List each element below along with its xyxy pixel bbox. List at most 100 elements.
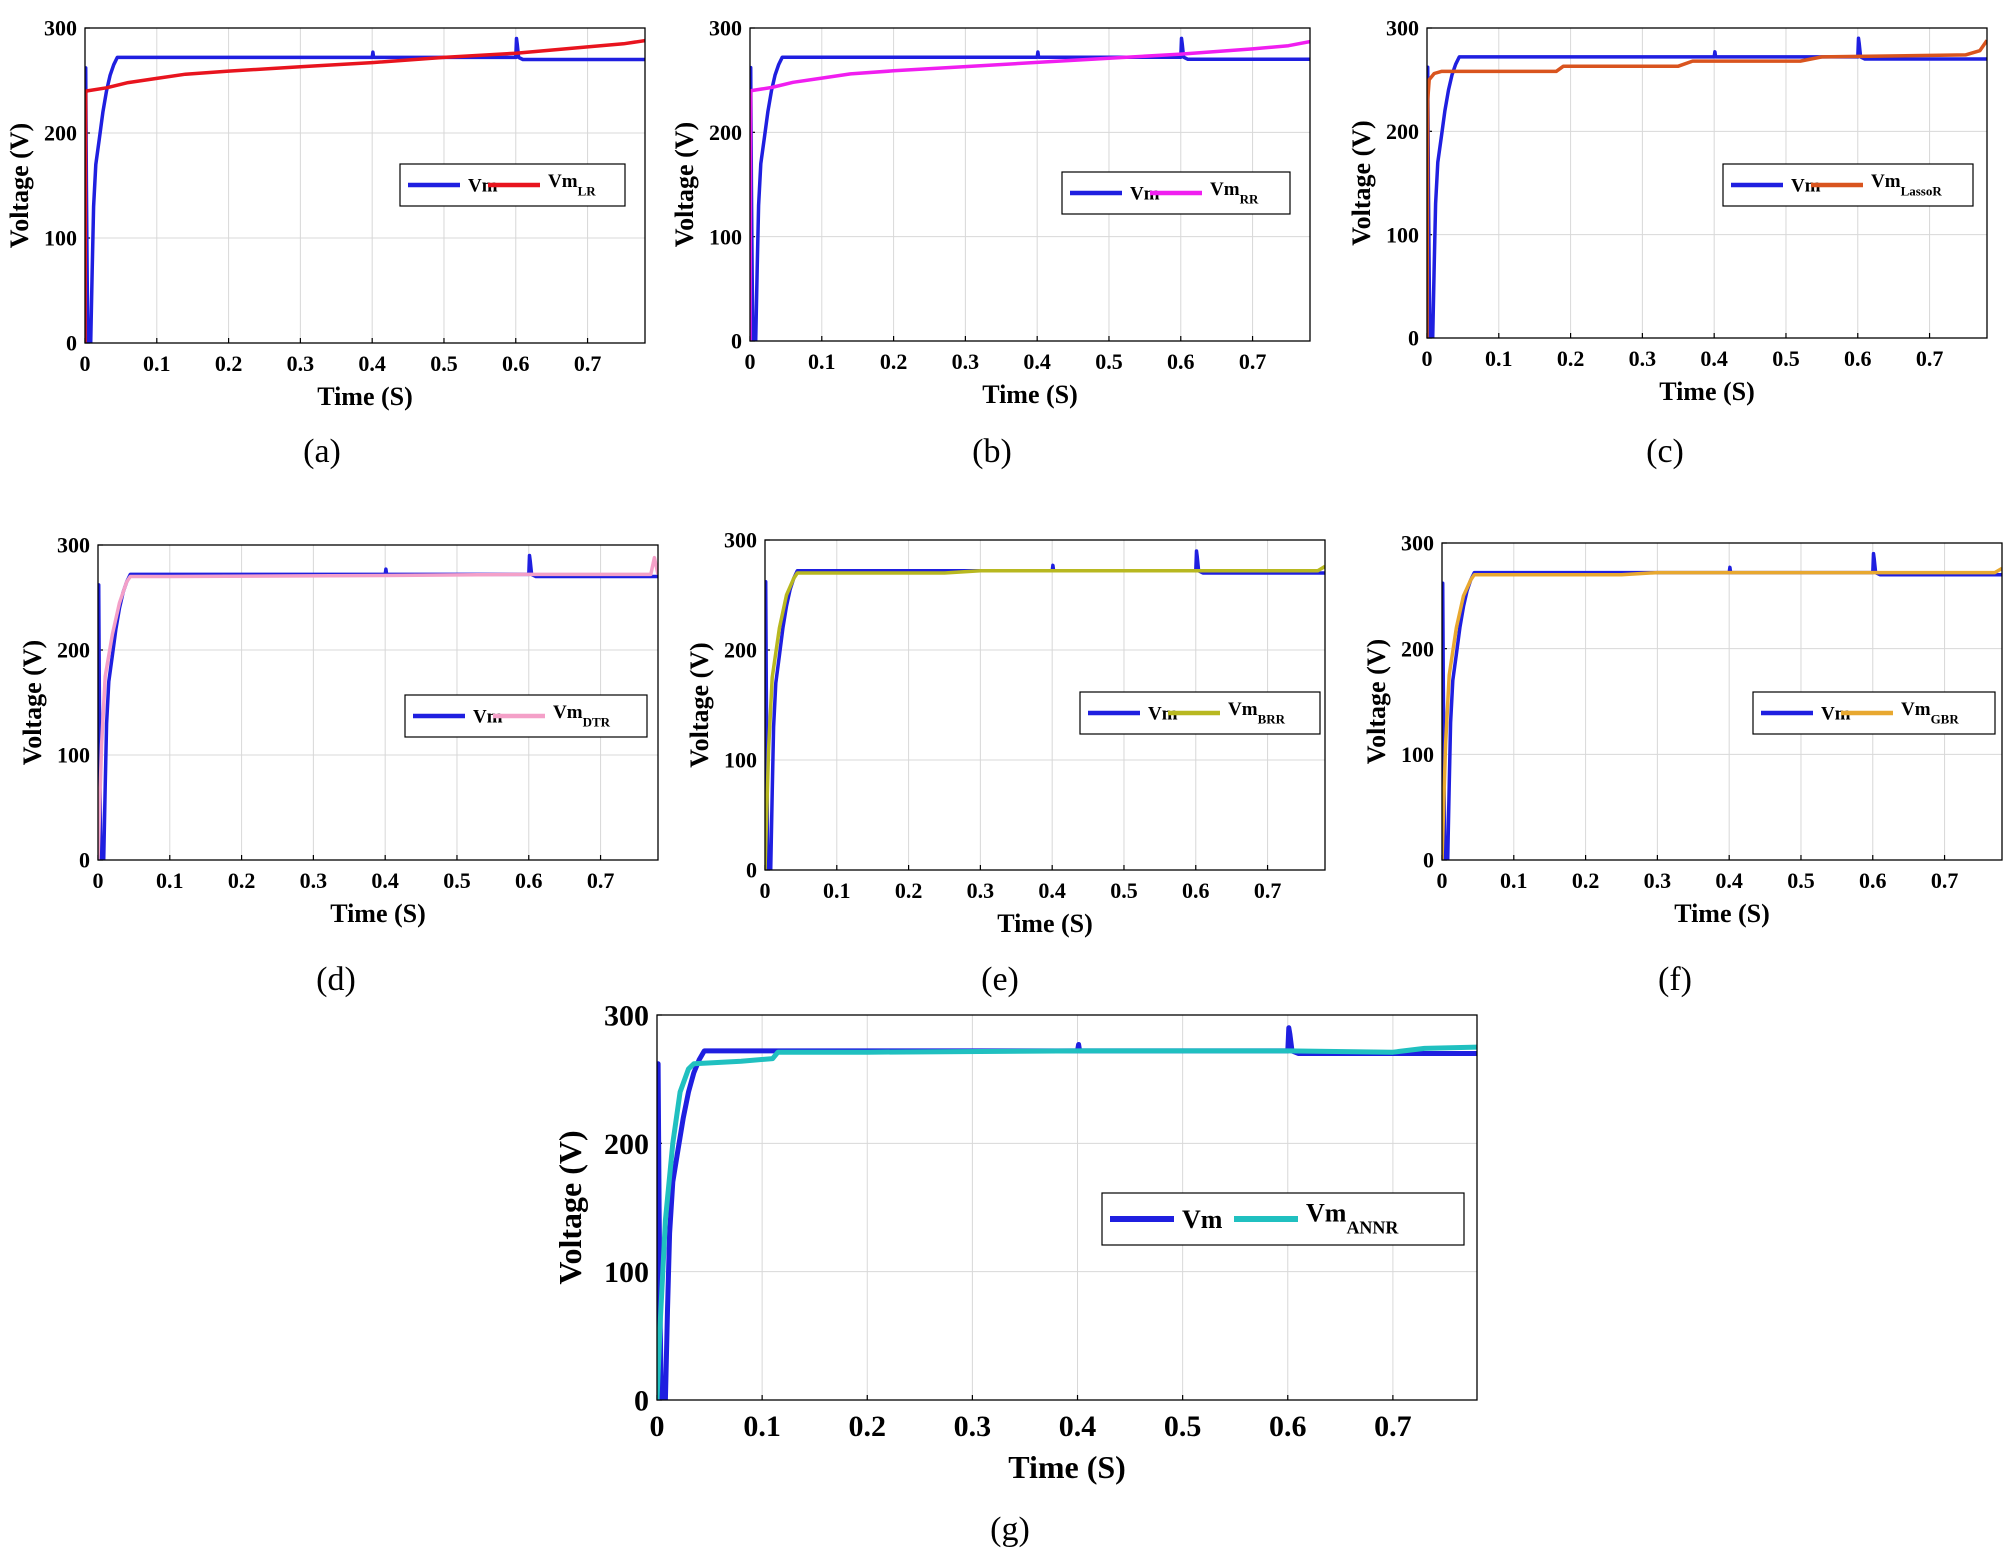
y-tick-label: 200 [1386, 119, 1419, 144]
x-tick-label: 0.5 [443, 868, 471, 893]
x-tick-label: 0.2 [895, 878, 923, 903]
legend-subscript: DTR [583, 714, 611, 729]
x-tick-label: 0 [650, 1410, 665, 1443]
x-tick-label: 0.1 [143, 351, 171, 376]
series-line-vm [1427, 36, 1987, 338]
legend-label-vm: Vm [1821, 704, 1851, 725]
x-tick-label: 0.3 [952, 349, 980, 374]
y-axis-label: Voltage (V) [5, 123, 34, 248]
y-axis-label: Voltage (V) [552, 1130, 588, 1284]
x-tick-label: 0.5 [1787, 868, 1815, 893]
panel-caption: (b) [972, 433, 1012, 470]
panel-caption: (c) [1646, 433, 1684, 470]
x-tick-label: 0.5 [430, 351, 458, 376]
x-axis-label: Time (S) [982, 380, 1078, 409]
x-tick-label: 0.5 [1095, 349, 1123, 374]
x-axis-label: Time (S) [317, 382, 413, 411]
y-tick-label: 200 [709, 120, 742, 145]
series-line-vm-brr [765, 564, 1325, 870]
x-tick-label: 0.6 [1167, 349, 1195, 374]
x-tick-label: 0.3 [954, 1410, 992, 1443]
series-line-vm [85, 36, 645, 343]
x-tick-label: 0.1 [743, 1410, 781, 1443]
x-tick-label: 0.1 [1500, 868, 1528, 893]
y-tick-label: 0 [66, 331, 77, 356]
x-tick-label: 0.1 [1485, 346, 1513, 371]
x-tick-label: 0.6 [502, 351, 530, 376]
legend-subscript: RR [1240, 191, 1259, 206]
x-tick-label: 0.6 [515, 868, 543, 893]
x-axis-label: Time (S) [1008, 1449, 1126, 1485]
panel-d: 0 0.1 0.2 0.3 0.4 0.5 0.6 0.7 0 100 200 300 Time (S)… [18, 533, 659, 998]
x-tick-label: 0.1 [156, 868, 184, 893]
y-axis-label: Voltage (V) [1347, 120, 1376, 245]
legend-label-vm: Vm [1791, 176, 1821, 197]
axes-frame [1441, 542, 2003, 861]
legend-subscript: GBR [1931, 711, 1960, 726]
x-tick-label: 0.4 [1038, 878, 1066, 903]
y-tick-label: 200 [57, 638, 90, 663]
series-line-vm [750, 36, 1310, 341]
axes-frame [764, 539, 1326, 871]
axes-frame [84, 27, 646, 344]
y-tick-label: 300 [57, 533, 90, 558]
x-tick-label: 0.4 [1715, 868, 1743, 893]
x-tick-label: 0.2 [215, 351, 243, 376]
y-tick-label: 100 [1386, 222, 1419, 247]
x-tick-label: 0.2 [880, 349, 908, 374]
panel-caption: (a) [303, 433, 341, 470]
x-tick-label: 0.1 [808, 349, 836, 374]
series-line-vm-annr [657, 1044, 1477, 1400]
x-tick-label: 0.2 [1557, 346, 1585, 371]
x-tick-label: 0.3 [287, 351, 315, 376]
panel-g: 0 0.1 0.2 0.3 0.4 0.5 0.6 0.7 0 100 200 300 Time (S)… [552, 1000, 1478, 1548]
y-tick-label: 200 [724, 638, 757, 663]
y-tick-label: 0 [731, 329, 742, 354]
legend-label-vm: Vm [1182, 1205, 1223, 1234]
x-tick-label: 0.4 [1023, 349, 1051, 374]
y-tick-label: 100 [724, 748, 757, 773]
y-tick-label: 200 [1401, 636, 1434, 661]
legend: Vm VmRR [1061, 171, 1291, 215]
panel-b: 0 0.1 0.2 0.3 0.4 0.5 0.6 0.7 0 100 200 300 Time (S)… [670, 16, 1311, 470]
x-tick-label: 0.3 [1644, 868, 1672, 893]
y-tick-label: 300 [604, 1000, 649, 1033]
x-tick-label: 0.2 [228, 868, 256, 893]
legend-subscript: LassoR [1901, 183, 1943, 198]
legend-label-vm: Vm [1148, 704, 1178, 725]
y-tick-label: 0 [1408, 326, 1419, 351]
x-axis-label: Time (S) [1674, 899, 1770, 928]
y-tick-label: 200 [604, 1128, 649, 1161]
x-tick-label: 0 [93, 868, 104, 893]
legend: Vm VmLR [399, 163, 626, 207]
legend-subscript: BRR [1258, 711, 1286, 726]
y-tick-label: 0 [1423, 848, 1434, 873]
y-tick-label: 100 [1401, 742, 1434, 767]
x-tick-label: 0 [1437, 868, 1448, 893]
x-tick-label: 0 [80, 351, 91, 376]
x-tick-label: 0.6 [1844, 346, 1872, 371]
series-line-vm-lr [85, 38, 645, 343]
x-tick-label: 0.7 [574, 351, 602, 376]
legend-label-vm: Vm [468, 176, 498, 197]
y-tick-label: 300 [709, 16, 742, 41]
x-tick-label: 0.7 [587, 868, 615, 893]
x-tick-label: 0 [760, 878, 771, 903]
series-line-vm [657, 1025, 1477, 1400]
y-tick-label: 0 [746, 858, 757, 883]
y-tick-label: 100 [604, 1256, 649, 1289]
series-line-vm-rr [750, 39, 1310, 341]
series-line-vm-dtr [98, 555, 658, 860]
y-tick-label: 0 [79, 848, 90, 873]
axes-frame [1426, 27, 1988, 339]
legend: Vm VmDTR [404, 694, 648, 738]
series-line-vm-gbr [1442, 566, 2002, 860]
y-axis-label: Voltage (V) [685, 642, 714, 767]
x-tick-label: 0.6 [1269, 1410, 1307, 1443]
panel-e: 0 0.1 0.2 0.3 0.4 0.5 0.6 0.7 0 100 200 300 Time (S)… [685, 528, 1326, 998]
y-tick-label: 300 [724, 528, 757, 553]
x-tick-label: 0.7 [1374, 1410, 1412, 1443]
y-tick-label: 300 [1386, 16, 1419, 41]
panel-caption: (f) [1658, 961, 1692, 998]
